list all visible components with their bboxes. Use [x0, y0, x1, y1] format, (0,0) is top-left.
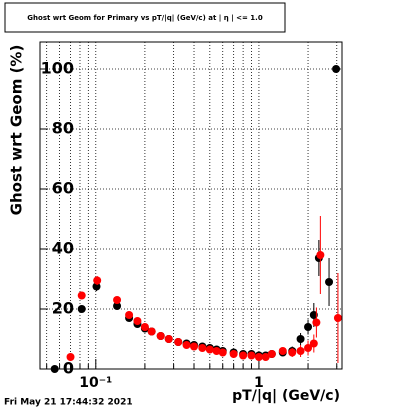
marker: [182, 341, 191, 349]
frame: [39, 41, 343, 370]
marker: [312, 318, 321, 327]
marker: [229, 350, 238, 358]
marker: [316, 251, 325, 259]
y-tick-label: 40: [52, 239, 74, 258]
title-box: [4, 2, 286, 33]
marker: [218, 348, 227, 357]
marker: [239, 351, 248, 360]
marker: [113, 296, 122, 304]
x-tick-label: 10⁻¹: [79, 375, 112, 391]
y-tick-label: 0: [63, 359, 74, 378]
marker: [77, 305, 86, 313]
y-tick-label: 20: [52, 299, 74, 318]
marker: [92, 282, 101, 291]
marker: [212, 347, 221, 355]
y-tick-label: 80: [52, 119, 74, 138]
marker: [140, 323, 149, 331]
marker: [66, 353, 75, 361]
marker: [304, 344, 313, 352]
marker: [77, 291, 86, 300]
y-axis-label: Ghost wrt Geom (%): [8, 45, 26, 216]
marker: [261, 353, 270, 361]
marker: [333, 314, 342, 322]
timestamp: Fri May 21 17:44:32 2021: [4, 398, 133, 408]
marker: [267, 350, 276, 358]
marker: [190, 342, 199, 351]
marker: [296, 347, 305, 355]
marker: [113, 302, 122, 310]
marker: [296, 335, 305, 343]
marker: [304, 323, 313, 331]
marker: [254, 353, 263, 361]
marker: [125, 311, 134, 319]
marker: [147, 327, 156, 336]
marker: [309, 339, 318, 348]
marker: [332, 65, 341, 73]
y-tick-label: 60: [52, 179, 74, 198]
marker: [325, 278, 334, 286]
marker: [93, 276, 102, 285]
marker: [205, 345, 214, 354]
marker: [133, 317, 142, 325]
marker: [156, 332, 165, 340]
marker: [198, 344, 207, 352]
marker: [278, 347, 287, 355]
plot-area: 0 20 40 60 80 100 10⁻¹ 1: [40, 42, 342, 391]
marker: [288, 348, 297, 357]
marker: [309, 311, 318, 319]
y-tick-label: 100: [41, 59, 74, 78]
chart-title: Ghost wrt Geom for Primary vs pT/|q| (Ge…: [27, 14, 263, 23]
marker: [174, 338, 183, 346]
marker: [247, 351, 256, 360]
x-tick-label: 1: [254, 375, 264, 391]
x-axis-label: pT/|q| (GeV/c): [232, 388, 340, 404]
marker: [164, 335, 173, 343]
